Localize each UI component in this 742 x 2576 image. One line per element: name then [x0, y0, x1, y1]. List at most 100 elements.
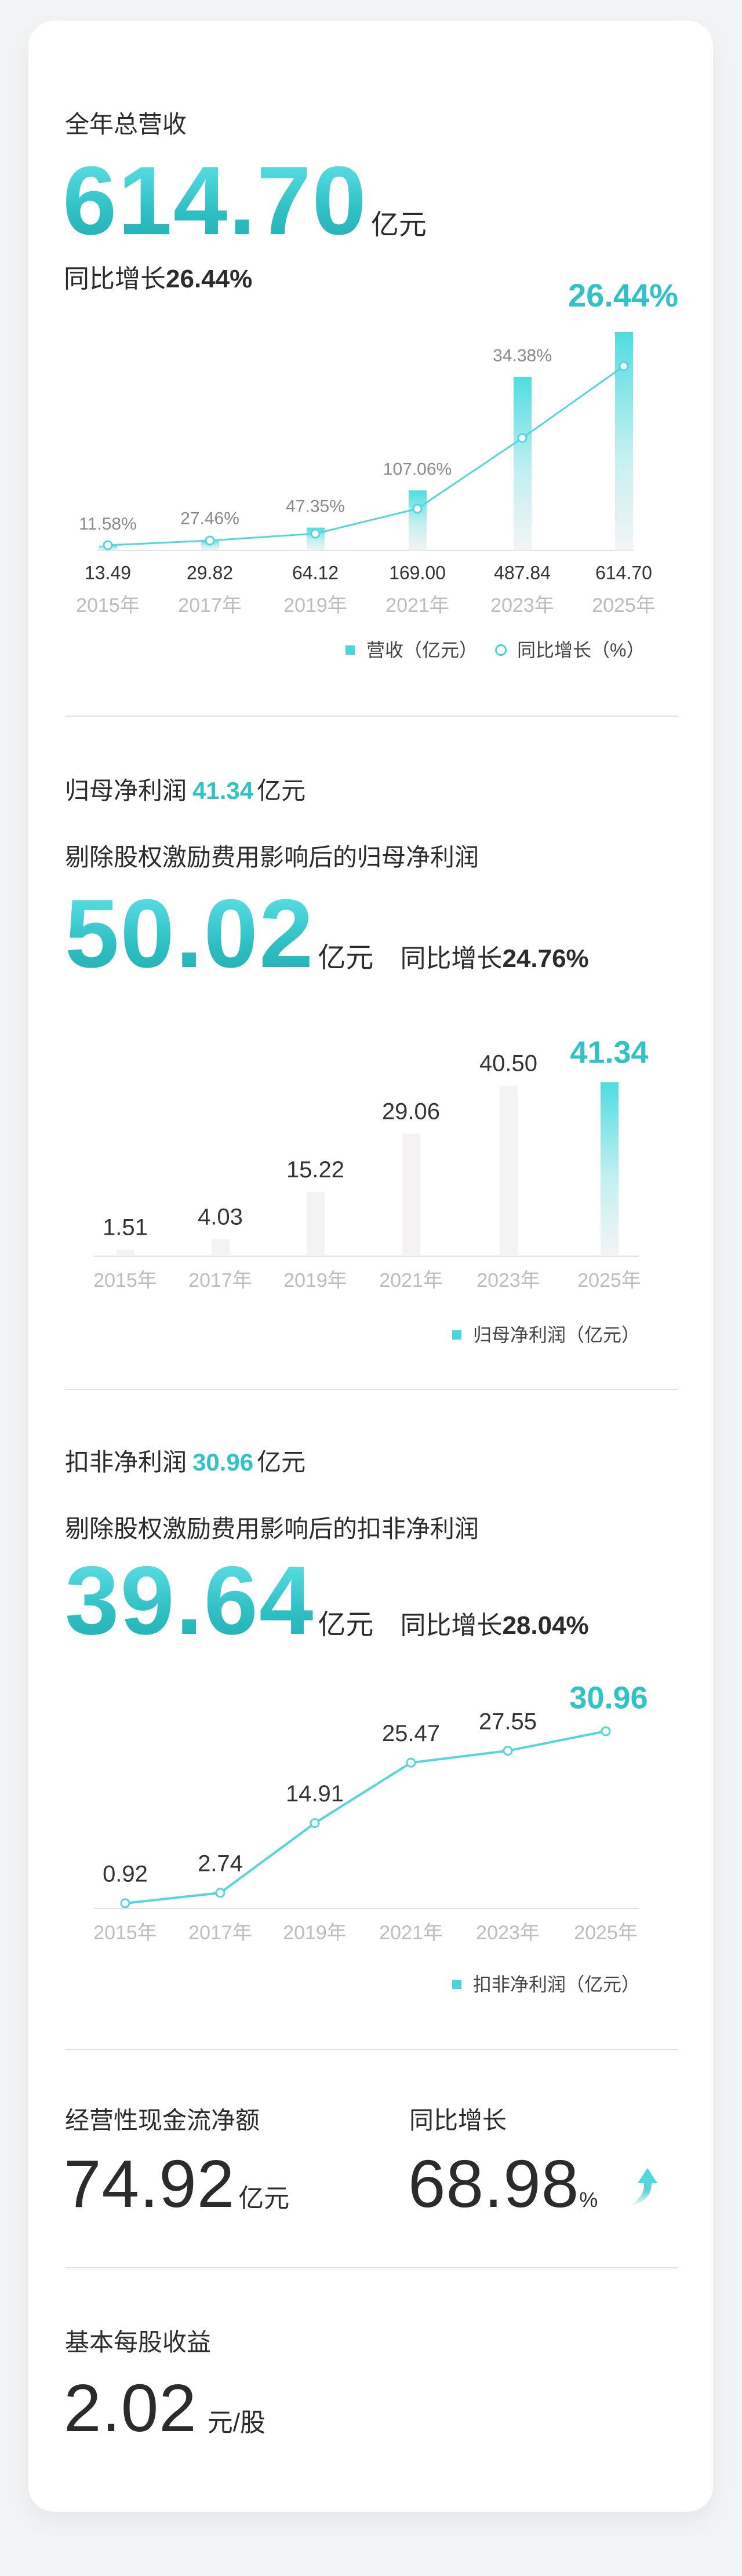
deducted-profit-adjusted-value: 39.64	[65, 1546, 315, 1655]
deducted-profit-value: 30.96	[192, 1448, 254, 1476]
year-label: 2019年	[283, 594, 347, 616]
net-profit-bar	[307, 1192, 325, 1256]
cash-flow-growth-title: 同比增长	[409, 2107, 507, 2134]
growth-point	[310, 528, 321, 539]
net-profit-bar	[402, 1134, 420, 1256]
chart3-legend: 扣非净利润（亿元）	[452, 1975, 640, 1994]
deducted-profit-adjusted-group: 39.64 亿元 同比增长 28.04%	[65, 1552, 589, 1649]
cash-flow-growth-value: 68.98	[408, 2146, 580, 2221]
legend-line-marker	[495, 644, 507, 656]
year-label: 2015年	[76, 594, 140, 616]
deducted-profit-growth-label: 同比增长	[400, 1611, 503, 1640]
growth-point	[412, 503, 423, 514]
net-profit-adjusted-title: 剔除股权激励费用影响后的归母净利润	[65, 844, 479, 871]
divider	[65, 2267, 678, 2268]
growth-line	[107, 365, 624, 546]
growth-point	[103, 540, 113, 550]
deducted-profit-value-label: 14.91	[286, 1781, 344, 1807]
cash-flow-value-group: 74.92 亿元	[64, 2150, 289, 2217]
deducted-profit-value-label: 25.47	[382, 1721, 440, 1746]
year-label: 2025年	[577, 1269, 641, 1291]
revenue-bar	[514, 377, 532, 550]
report-card	[28, 21, 713, 2512]
deducted-profit-value-label: 0.92	[103, 1861, 148, 1887]
deducted-profit-line	[125, 1730, 606, 1904]
growth-label: 11.58%	[79, 515, 137, 534]
net-profit-bar	[212, 1239, 230, 1256]
net-profit-label: 归母净利润	[65, 777, 187, 804]
deducted-profit-point	[215, 1888, 225, 1898]
legend-line-swatch	[452, 1980, 461, 1989]
chart2-legend: 归母净利润（亿元）	[452, 1326, 640, 1344]
divider	[65, 716, 678, 717]
net-profit-adjusted-value: 50.02	[65, 879, 315, 988]
growth-label: 26.44%	[568, 277, 678, 313]
growth-point	[205, 535, 215, 546]
year-label: 2019年	[283, 1922, 347, 1944]
divider	[65, 1389, 678, 1390]
deducted-profit-value-label: 2.74	[198, 1851, 243, 1876]
net-profit-unit: 亿元	[257, 777, 306, 804]
revenue-value-group: 614.70 亿元	[63, 152, 427, 249]
deducted-profit-point	[120, 1898, 130, 1909]
arrow-up-icon	[632, 2168, 657, 2205]
year-label: 2021年	[385, 594, 449, 616]
net-profit-growth-label: 同比增长	[400, 944, 503, 973]
year-label: 2025年	[592, 594, 656, 616]
deducted-profit-title: 扣非净利润 30.96 亿元	[65, 1450, 305, 1475]
net-profit-value: 41.34	[192, 777, 254, 804]
year-label: 2023年	[476, 1922, 540, 1944]
year-label: 2021年	[379, 1922, 443, 1944]
net-profit-growth-value: 24.76%	[502, 944, 589, 973]
legend-bar-swatch	[345, 645, 355, 655]
revenue-value-label: 29.82	[187, 562, 233, 583]
year-label: 2015年	[93, 1269, 157, 1291]
revenue-value-label: 614.70	[595, 562, 652, 583]
legend-item: 扣非净利润（亿元）	[473, 1974, 641, 1995]
net-profit-adjusted-group: 50.02 亿元 同比增长 24.76%	[65, 885, 589, 982]
revenue-title: 全年总营收	[65, 111, 187, 138]
revenue-growth-label: 同比增长	[64, 265, 166, 293]
year-label: 2023年	[477, 1269, 540, 1291]
growth-label: 47.35%	[286, 497, 345, 516]
deducted-profit-point	[310, 1818, 320, 1829]
year-label: 2025年	[574, 1922, 638, 1944]
net-profit-value-label: 1.51	[103, 1215, 148, 1240]
net-profit-bar	[500, 1086, 518, 1256]
year-label: 2015年	[93, 1922, 157, 1944]
deducted-profit-label: 扣非净利润	[65, 1448, 187, 1476]
deducted-profit-growth-value: 28.04%	[502, 1611, 589, 1640]
growth-label: 27.46%	[180, 509, 239, 528]
eps-unit: 元/股	[207, 2409, 266, 2437]
year-label: 2017年	[178, 594, 242, 616]
legend-item: 归母净利润（亿元）	[473, 1325, 641, 1345]
legend-item: 同比增长（%）	[517, 640, 645, 661]
deducted-profit-adjusted-title: 剔除股权激励费用影响后的扣非净利润	[65, 1515, 479, 1542]
cash-flow-unit: 亿元	[238, 2184, 290, 2213]
net-profit-value-label: 29.06	[382, 1099, 440, 1125]
revenue-value-label: 487.84	[494, 562, 551, 583]
eps-value: 2.02	[64, 2370, 197, 2446]
legend-item: 营收（亿元）	[366, 640, 478, 661]
net-profit-title: 归母净利润 41.34 亿元	[65, 779, 305, 803]
revenue-value-label: 13.49	[85, 562, 131, 583]
chart1-legend: 营收（亿元） 同比增长（%）	[345, 641, 645, 659]
year-label: 2023年	[490, 594, 554, 616]
net-profit-bar	[117, 1250, 134, 1256]
revenue-bar	[409, 490, 427, 550]
net-profit-adjusted-unit: 亿元	[318, 943, 374, 973]
cash-flow-growth-group: 68.98 %	[408, 2150, 598, 2217]
net-profit-value-label: 15.22	[286, 1157, 344, 1183]
revenue-growth-value: 26.44%	[166, 265, 253, 293]
net-profit-bar	[601, 1082, 619, 1256]
cash-flow-value: 74.92	[64, 2146, 235, 2221]
deducted-profit-value-label: 27.55	[479, 1709, 537, 1734]
growth-point	[619, 361, 629, 371]
growth-point	[517, 433, 528, 443]
revenue-value: 614.70	[63, 146, 368, 255]
deducted-profit-point	[406, 1757, 416, 1768]
growth-label: 107.06%	[383, 459, 452, 479]
revenue-growth: 同比增长 26.44%	[64, 267, 252, 292]
revenue-unit: 亿元	[370, 210, 427, 240]
